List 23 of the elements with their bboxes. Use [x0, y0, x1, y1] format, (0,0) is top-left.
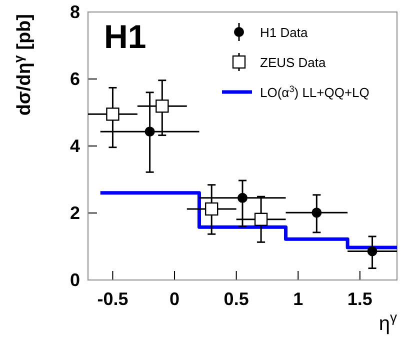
x-tick-label: 0.5 [224, 288, 249, 309]
y-tick-label: 2 [70, 202, 80, 223]
y-tick-label: 0 [70, 270, 80, 290]
x-axis-title: η$^{γ}$ [378, 309, 397, 335]
point [312, 208, 322, 218]
point [106, 108, 120, 121]
y-tick-label: 4 [70, 136, 80, 156]
point [144, 126, 155, 137]
y-tick-label: 6 [70, 68, 80, 89]
y-tick-label: 8 [70, 2, 80, 22]
legend-label: ZEUS Data [260, 55, 327, 70]
x-tick-label: 0 [170, 288, 180, 309]
x-tick-label: -0.5 [97, 288, 128, 309]
legend-label: LO(α$^{3}$) LL+QQ+LQ [260, 84, 370, 100]
point [367, 246, 378, 256]
point [205, 202, 218, 216]
annotation: H1 [104, 18, 146, 55]
point [254, 212, 268, 226]
x-tick-label: 1 [293, 288, 304, 309]
x-tick-label: 1.5 [347, 288, 372, 309]
legend-label: H1 Data [260, 25, 308, 40]
point [238, 192, 248, 203]
point [156, 100, 169, 113]
